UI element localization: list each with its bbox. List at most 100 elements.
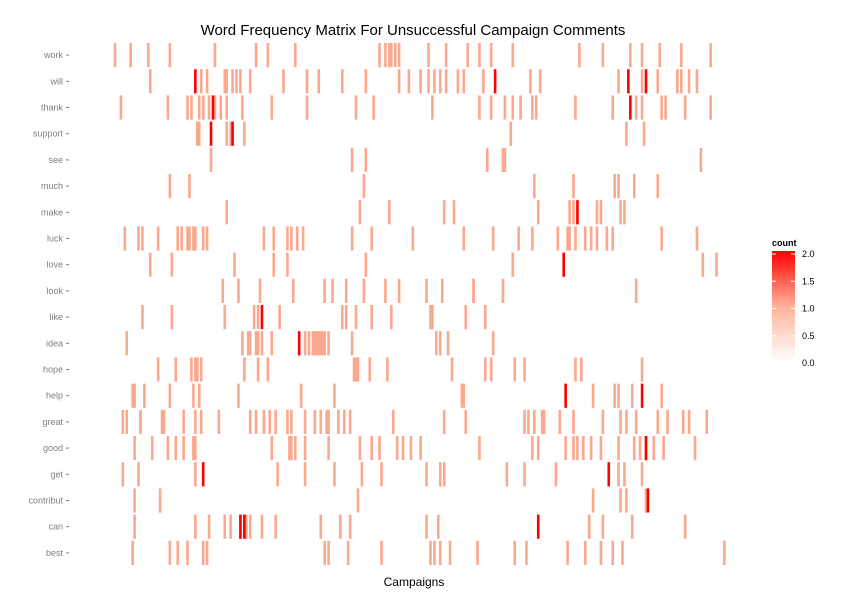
heatmap-cell — [442, 462, 446, 487]
heatmap-cell — [599, 200, 603, 225]
heatmap-cell — [282, 69, 285, 94]
y-tick-label: best — [46, 548, 64, 558]
heatmap-cell — [180, 226, 183, 251]
heatmap-cell — [493, 69, 497, 94]
heatmap-cell — [354, 305, 358, 330]
heatmap-cell — [566, 226, 569, 251]
heatmap-cell — [401, 436, 405, 461]
heatmap-cell — [438, 540, 442, 565]
heatmap-cell — [233, 252, 236, 277]
heatmap-cell — [348, 514, 352, 539]
heatmap-cell — [638, 436, 642, 461]
heatmap-cell — [354, 357, 358, 382]
heatmap-cell — [293, 436, 297, 461]
heatmap-cell — [217, 409, 221, 434]
heatmap-cell — [462, 383, 466, 408]
heatmap-cell — [425, 514, 428, 539]
legend-colorbar — [772, 251, 795, 362]
heatmap-cell — [348, 409, 352, 434]
heatmap-cell — [358, 200, 362, 225]
heatmap-cell — [611, 540, 614, 565]
heatmap-cell — [194, 226, 197, 251]
heatmap-cell — [362, 278, 366, 303]
heatmap-cell — [246, 331, 250, 356]
heatmap-cell — [262, 409, 266, 434]
heatmap-cell — [509, 121, 513, 146]
heatmap-cell — [503, 95, 507, 120]
legend-tick-label: 1.0 — [802, 304, 815, 314]
heatmap-cell — [644, 488, 648, 513]
heatmap-cell — [617, 436, 620, 461]
heatmap-cell — [209, 147, 213, 172]
heatmap-cell — [511, 252, 515, 277]
heatmap-cell — [523, 357, 526, 382]
legend: count 2.0 1.5 1.0 0.5 0.0 — [772, 238, 815, 368]
y-tick-label: much — [41, 181, 63, 191]
heatmap-cell — [168, 540, 172, 565]
heatmap-cell — [695, 226, 699, 251]
heatmap-cell — [270, 95, 274, 120]
heatmap-cell — [464, 305, 468, 330]
heatmap-cell — [519, 95, 522, 120]
heatmap-cell — [562, 252, 566, 277]
heatmap-cell — [391, 409, 395, 434]
heatmap-cell — [196, 357, 199, 382]
heatmap-cell — [290, 226, 293, 251]
heatmap-cell — [133, 436, 136, 461]
legend-tick-label: 1.5 — [802, 276, 815, 286]
heatmap-cell — [407, 69, 411, 94]
heatmap-cell — [534, 95, 538, 120]
heatmap-cell — [452, 200, 456, 225]
heatmap-cell — [272, 226, 276, 251]
heatmap-cell — [536, 200, 540, 225]
heatmap-cell — [266, 357, 270, 382]
heatmap-cell — [419, 69, 422, 94]
heatmap-cell — [188, 174, 191, 199]
heatmap-cell — [634, 409, 638, 434]
heatmap-cell — [664, 95, 667, 120]
heatmap-cell — [170, 305, 174, 330]
heatmap-cell — [709, 43, 712, 68]
heatmap-cell — [531, 436, 534, 461]
heatmap-cell — [292, 278, 295, 303]
heatmap-cell — [244, 514, 248, 539]
y-tick-label: love — [46, 260, 63, 270]
heatmap-cell — [121, 462, 125, 487]
y-tick-label: see — [48, 155, 63, 165]
heatmap-cell — [538, 69, 542, 94]
heatmap-cell — [125, 331, 129, 356]
heatmap-cell — [252, 305, 256, 330]
heatmap-cell — [395, 436, 399, 461]
heatmap-cell — [640, 95, 644, 120]
heatmap-cell — [611, 95, 614, 120]
heatmap-cell — [199, 69, 203, 94]
heatmap-cell — [317, 331, 321, 356]
heatmap-cell — [666, 409, 669, 434]
heatmap-cell — [331, 278, 334, 303]
heatmap-cell — [370, 436, 373, 461]
heatmap-cell — [174, 357, 178, 382]
heatmap-cell — [601, 409, 605, 434]
heatmap-cell — [656, 69, 660, 94]
heatmap-cell — [478, 95, 481, 120]
heatmap-cell — [223, 305, 227, 330]
legend-tick-label: 0.5 — [802, 331, 815, 341]
heatmap-cell — [356, 488, 360, 513]
heatmap-cell — [625, 488, 628, 513]
heatmap-cell — [693, 436, 697, 461]
legend-tick-label: 2.0 — [802, 249, 815, 259]
heatmap-cell — [223, 514, 227, 539]
heatmap-cell — [274, 409, 277, 434]
heatmap-cell — [270, 331, 274, 356]
heatmap-cell — [248, 331, 252, 356]
heatmap-cell — [350, 331, 354, 356]
heatmap-cell — [378, 43, 381, 68]
heatmap-cell — [205, 540, 209, 565]
heatmap-cell — [525, 540, 528, 565]
heatmap-cell — [288, 436, 291, 461]
heatmap-cell — [258, 278, 262, 303]
heatmap-cell — [625, 121, 628, 146]
heatmap-cell — [131, 383, 134, 408]
heatmap-cell — [709, 95, 712, 120]
heatmap-cell — [162, 409, 166, 434]
